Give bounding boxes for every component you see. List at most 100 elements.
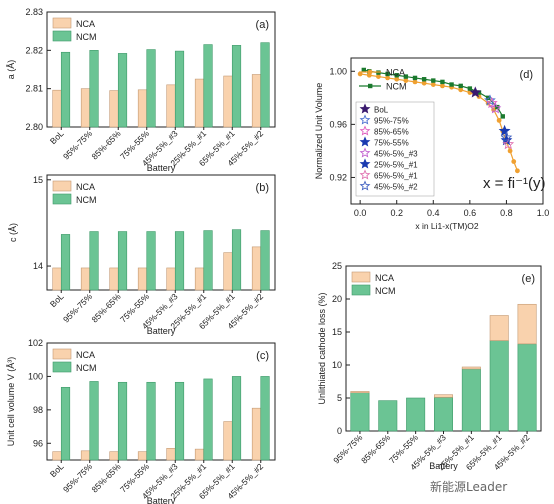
marker-star: [469, 86, 482, 98]
plot-frame: [46, 342, 276, 461]
bar-ncm: [174, 381, 185, 461]
data-point-ncm: [361, 67, 366, 73]
bar-ncm: [203, 378, 213, 461]
bar-nca: [109, 90, 119, 128]
data-point-nca: [357, 71, 363, 77]
data-point-ncm: [376, 70, 381, 75]
y-tick-label: 98: [33, 405, 43, 415]
data-point-nca: [403, 78, 409, 83]
series-line-nca: [360, 73, 518, 172]
plot-frame: [46, 174, 276, 291]
bar-nca: [194, 448, 205, 461]
plot-frame: [350, 57, 544, 205]
data-point-ncm: [449, 82, 454, 87]
y-tick-label: 2.81: [25, 84, 43, 94]
marker-star: [484, 94, 496, 106]
legend-marker: [368, 83, 373, 89]
marker-star: [498, 124, 511, 136]
legend-swatch: [52, 30, 72, 42]
y-tick-label: 2.80: [25, 122, 43, 132]
data-point-nca: [440, 83, 445, 89]
y-tick-label: 14: [33, 261, 43, 271]
y-tick-label: 0: [337, 426, 342, 436]
data-point-ncm: [385, 71, 390, 77]
bar-nca: [80, 267, 91, 291]
y-tick-label: 15: [33, 175, 43, 185]
data-point-ncm: [394, 73, 399, 78]
marker-star: [500, 131, 513, 143]
bar-nca: [350, 391, 370, 394]
y-tick-label: 102: [28, 338, 43, 348]
legend-label: 85%-65%: [374, 128, 409, 137]
data-point-nca: [430, 82, 436, 87]
y-axis-title: Normalized Unit Volume: [314, 83, 324, 180]
bar-ncm: [146, 381, 156, 461]
bar-nca: [109, 267, 119, 291]
x-tick-label: 95%-75%: [331, 432, 364, 465]
marker-star: [502, 138, 515, 150]
y-tick-label: 1.00: [329, 66, 347, 76]
legend-label: BoL: [374, 106, 389, 115]
bar-ncm: [489, 340, 509, 432]
bar-nca: [517, 303, 537, 345]
data-point-ncm: [421, 77, 427, 82]
bar-ncm: [260, 42, 270, 128]
y-tick-label: 20: [332, 294, 342, 304]
bar-nca: [137, 267, 148, 291]
x-tick-label: BoL: [48, 461, 66, 479]
legend-label: 75%-55%: [374, 139, 409, 148]
panel-label: (a): [256, 19, 269, 31]
x-axis-title: Battery: [147, 163, 176, 173]
legend-marker-star: [359, 158, 371, 169]
y-tick-label: 2.82: [25, 45, 43, 55]
x-axis-title: Battery: [429, 461, 458, 471]
bar-ncm: [517, 343, 537, 432]
x-tick-label: BoL: [48, 128, 66, 146]
legend-marker-star: [359, 125, 371, 136]
bar-nca: [166, 447, 176, 461]
legend-label: 95%-75%: [374, 117, 409, 126]
y-axis-title: c (Å): [8, 223, 18, 242]
bar-nca: [166, 267, 176, 291]
data-point-ncm: [495, 104, 500, 110]
x-tick-label: 0.6: [464, 208, 477, 218]
y-tick-label: 10: [332, 360, 342, 370]
y-tick-label: 25: [332, 261, 342, 271]
bar-nca: [52, 267, 62, 291]
data-point-nca: [507, 148, 513, 154]
bar-nca: [194, 78, 205, 128]
legend-label: NCM: [375, 286, 396, 296]
bar-ncm: [203, 230, 213, 291]
bar-nca: [52, 89, 62, 128]
legend-label: 65%-5%_#1: [374, 172, 418, 181]
legend-label: NCA: [76, 350, 95, 360]
legend-marker-star: [359, 147, 371, 158]
bar-nca: [166, 84, 176, 128]
marker-star: [489, 102, 502, 114]
legend-label: NCA: [386, 68, 405, 78]
data-point-nca: [394, 76, 400, 82]
data-point-ncm: [458, 83, 463, 89]
bar-nca: [223, 75, 233, 128]
bar-nca: [223, 252, 233, 291]
legend-swatch: [52, 193, 72, 205]
bar-ncm: [461, 368, 481, 432]
legend-swatch: [52, 17, 72, 29]
bar-ncm: [231, 376, 242, 461]
x-axis-title: Battery: [147, 496, 176, 504]
bar-nca: [80, 450, 91, 461]
x-tick-label: 0.4: [427, 208, 440, 218]
bar-ncm: [60, 234, 71, 291]
legend-label: NCA: [76, 182, 95, 192]
data-point-nca: [421, 80, 427, 86]
legend-label: 25%-5%_#1: [374, 161, 418, 170]
data-point-ncm: [500, 114, 505, 119]
bar-nca: [137, 89, 148, 128]
legend-label: NCM: [76, 32, 97, 42]
y-tick-label: 100: [28, 371, 43, 381]
bar-nca: [489, 315, 509, 341]
legend-swatch: [351, 284, 371, 296]
bar-ncm: [174, 50, 185, 128]
legend-swatch: [351, 271, 371, 283]
data-point-ncm: [403, 74, 409, 79]
